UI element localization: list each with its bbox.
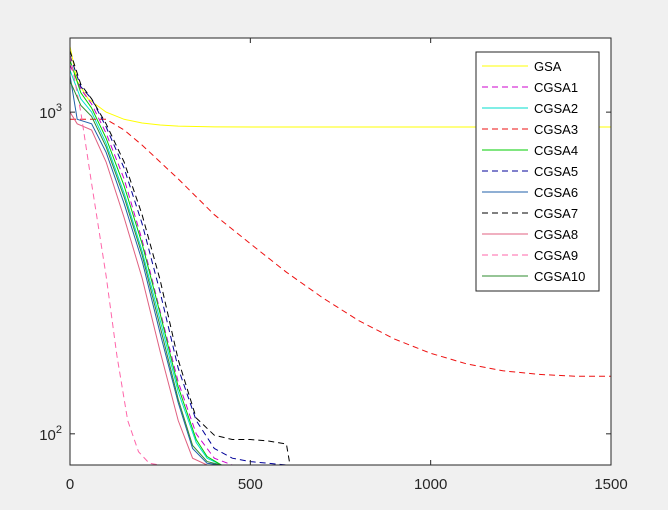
series-line-cgsa9 [69, 55, 611, 466]
series-line-cgsa6 [69, 75, 611, 466]
series-layer [69, 46, 611, 466]
series-line-cgsa4 [69, 60, 611, 466]
legend-label: CGSA5 [534, 164, 578, 179]
legend-label: CGSA8 [534, 227, 578, 242]
series-line-cgsa8 [69, 111, 611, 466]
series-line-cgsa3 [70, 118, 611, 377]
x-tick-label: 0 [66, 476, 74, 493]
legend-label: CGSA10 [534, 269, 585, 284]
legend-label: CGSA6 [534, 185, 578, 200]
legend-label: CGSA9 [534, 248, 578, 263]
legend-label: CGSA2 [534, 101, 578, 116]
legend-label: CGSA3 [534, 122, 578, 137]
series-line-cgsa10 [69, 80, 611, 466]
legend-label: CGSA7 [534, 206, 578, 221]
legend-label: CGSA1 [534, 80, 578, 95]
x-tick-label: 1000 [414, 476, 447, 493]
legend-label: CGSA4 [534, 143, 578, 158]
legend-label: GSA [534, 59, 562, 74]
x-tick-label: 500 [238, 476, 263, 493]
series-line-cgsa5 [69, 55, 611, 466]
series-line-cgsa2 [69, 70, 611, 466]
x-tick-label: 1500 [594, 476, 627, 493]
legend: GSA CGSA1 CGSA2 CGSA3 CGSA4 CGSA5 CGSA6 CGSA7 CG… [475, 51, 600, 292]
axes-box [69, 37, 612, 466]
series-line-cgsa1 [69, 64, 611, 466]
